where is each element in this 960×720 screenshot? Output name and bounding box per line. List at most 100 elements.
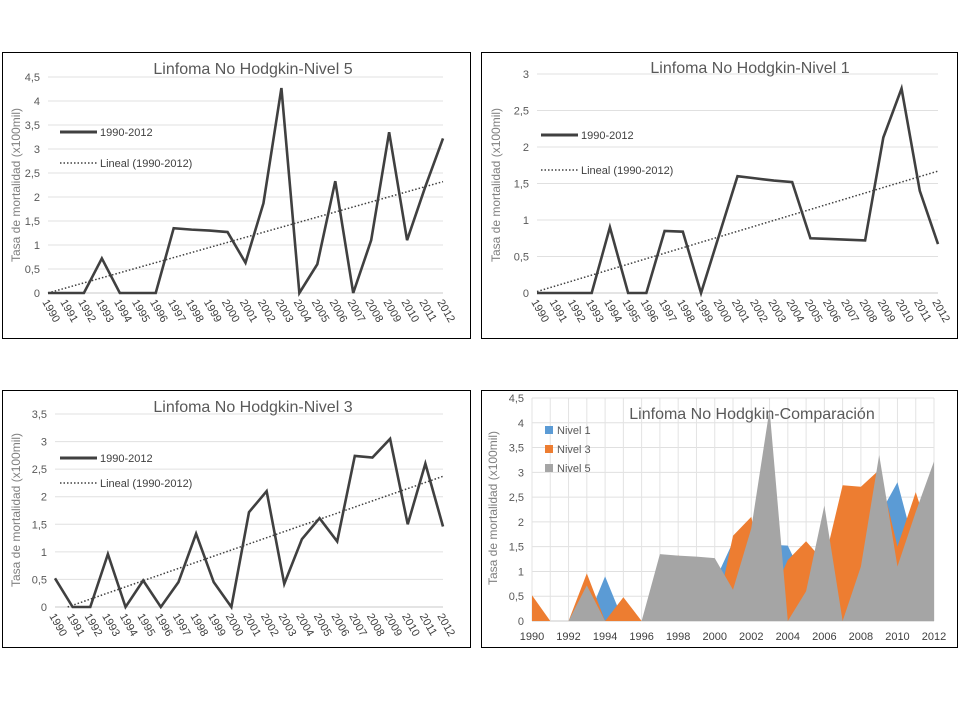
y-tick-label: 4,5 bbox=[25, 72, 40, 84]
x-tick-label: 1994 bbox=[593, 631, 617, 643]
x-tick-label: 2008 bbox=[856, 298, 879, 325]
x-tick-label: 2004 bbox=[291, 298, 314, 325]
x-tick-label: 2007 bbox=[838, 298, 861, 325]
legend-label: 1990-2012 bbox=[100, 127, 153, 139]
y-tick-label: 0,5 bbox=[509, 591, 524, 603]
x-tick-label: 2010 bbox=[398, 298, 421, 325]
x-tick-label: 2001 bbox=[729, 298, 752, 325]
y-tick-label: 1,5 bbox=[25, 216, 40, 228]
chart-title: Linfoma No Hodgkin-Comparación bbox=[629, 406, 874, 423]
y-tick-label: 0,5 bbox=[25, 264, 40, 276]
chart-0: 0 0,5 1 1,5 2 2,5 3 3,5 4 4,5 Tasa de mortalidad (… bbox=[9, 61, 457, 325]
y-tick-label: 0 bbox=[41, 602, 47, 614]
y-tick-label: 4 bbox=[34, 96, 40, 108]
x-tick-label: 2006 bbox=[327, 298, 350, 325]
x-tick-label: 1996 bbox=[147, 298, 170, 325]
x-tick-label: 1999 bbox=[692, 298, 715, 325]
y-tick-label: 1,5 bbox=[32, 519, 47, 531]
x-tick-label: 2008 bbox=[849, 631, 873, 643]
x-tick-label: 2009 bbox=[381, 298, 404, 325]
chart-frame-nivel-3 bbox=[2, 390, 471, 648]
y-tick-label: 3 bbox=[34, 144, 40, 156]
x-tick-label: 2002 bbox=[747, 298, 770, 325]
chart-1: 0 0,5 1 1,5 2 2,5 3 Tasa de mortalidad (x100mil… bbox=[489, 60, 952, 325]
x-tick-label: 2010 bbox=[893, 298, 916, 325]
series-line-1990-2012 bbox=[537, 83, 940, 298]
y-tick-label: 1 bbox=[518, 566, 524, 578]
y-tick-label: 2,5 bbox=[25, 168, 40, 180]
series-line-1990-2012 bbox=[48, 87, 445, 297]
y-tick-label: 3,5 bbox=[25, 120, 40, 132]
chart-title: Linfoma No Hodgkin-Nivel 5 bbox=[153, 61, 352, 78]
x-tick-label: 1998 bbox=[666, 631, 690, 643]
x-tick-label: 2012 bbox=[434, 612, 457, 639]
x-tick-label: 2010 bbox=[885, 631, 909, 643]
y-tick-label: 0,5 bbox=[514, 252, 529, 264]
y-tick-label: 3 bbox=[523, 69, 529, 81]
y-tick-label: 2,5 bbox=[509, 492, 524, 504]
trendline bbox=[67, 475, 444, 608]
x-tick-label: 2012 bbox=[922, 631, 946, 643]
legend-label: Lineal (1990-2012) bbox=[100, 478, 192, 490]
x-tick-label: 1992 bbox=[556, 631, 580, 643]
x-tick-label: 2000 bbox=[702, 631, 726, 643]
y-axis-label: Tasa de mortalidad (x100mil) bbox=[9, 433, 23, 587]
x-tick-label: 2011 bbox=[416, 298, 438, 324]
legend-label: 1990-2012 bbox=[581, 130, 634, 142]
area-nivel-5 bbox=[532, 409, 934, 621]
y-tick-label: 0 bbox=[34, 288, 40, 300]
x-tick-label: 1998 bbox=[674, 298, 697, 325]
y-tick-label: 0 bbox=[523, 288, 529, 300]
y-tick-label: 1,5 bbox=[509, 542, 524, 554]
y-tick-label: 2 bbox=[34, 192, 40, 204]
chart-2: 0 0,5 1 1,5 2 2,5 3 3,5 Tasa de mortalidad (x100… bbox=[9, 399, 457, 639]
x-tick-label: 1996 bbox=[638, 298, 661, 325]
legend-label: Nivel 3 bbox=[557, 444, 591, 456]
x-tick-label: 1998 bbox=[183, 298, 206, 325]
x-tick-label: 2009 bbox=[875, 298, 898, 325]
x-tick-label: 2011 bbox=[417, 612, 439, 638]
x-tick-label: 2006 bbox=[820, 298, 843, 325]
y-axis-label: Tasa de mortalidad (x100mil) bbox=[489, 108, 503, 262]
x-tick-label: 1995 bbox=[129, 298, 152, 325]
x-tick-label: 1990 bbox=[520, 631, 544, 643]
x-tick-label: 1992 bbox=[75, 298, 98, 325]
y-axis-label: Tasa de mortalidad (x100mil) bbox=[9, 108, 23, 262]
x-tick-label: 2005 bbox=[309, 298, 332, 325]
x-tick-label: 2002 bbox=[739, 631, 763, 643]
y-tick-label: 2 bbox=[518, 517, 524, 529]
x-tick-label: 1993 bbox=[583, 298, 606, 325]
x-tick-label: 2012 bbox=[434, 298, 457, 325]
x-tick-label: 1991 bbox=[57, 298, 80, 325]
legend-label: 1990-2012 bbox=[100, 453, 153, 465]
legend-swatch-icon bbox=[545, 464, 553, 472]
x-tick-label: 1996 bbox=[629, 631, 653, 643]
x-tick-label: 2012 bbox=[929, 298, 952, 325]
x-tick-label: 2008 bbox=[363, 298, 386, 325]
y-tick-label: 0,5 bbox=[32, 574, 47, 586]
y-tick-label: 3 bbox=[518, 467, 524, 479]
x-tick-label: 1995 bbox=[620, 298, 643, 325]
x-tick-label: 2011 bbox=[911, 298, 933, 324]
y-tick-label: 2,5 bbox=[514, 106, 529, 118]
legend-label: Lineal (1990-2012) bbox=[100, 158, 192, 170]
x-tick-label: 1992 bbox=[565, 298, 588, 325]
x-tick-label: 2000 bbox=[219, 298, 242, 325]
x-tick-label: 1997 bbox=[165, 298, 188, 325]
x-tick-label: 2003 bbox=[273, 298, 296, 325]
x-tick-label: 2000 bbox=[711, 298, 734, 325]
x-tick-label: 2006 bbox=[812, 631, 836, 643]
legend-swatch-icon bbox=[545, 426, 553, 434]
y-tick-label: 2,5 bbox=[32, 464, 47, 476]
y-axis-label: Tasa de mortalidad (x100mil) bbox=[486, 431, 500, 585]
x-tick-label: 2004 bbox=[784, 298, 807, 325]
x-tick-label: 2004 bbox=[776, 631, 800, 643]
y-tick-label: 2 bbox=[523, 142, 529, 154]
legend-label: Nivel 1 bbox=[557, 425, 591, 437]
chart-3: 0 0,5 1 1,5 2 2,5 3 3,5 4 4,5 Tasa de mortalidad (… bbox=[486, 393, 946, 643]
legend-label: Lineal (1990-2012) bbox=[581, 165, 673, 177]
y-tick-label: 4 bbox=[518, 418, 524, 430]
x-tick-label: 2007 bbox=[345, 298, 368, 325]
trendline bbox=[47, 180, 444, 294]
x-tick-label: 1999 bbox=[201, 298, 224, 325]
